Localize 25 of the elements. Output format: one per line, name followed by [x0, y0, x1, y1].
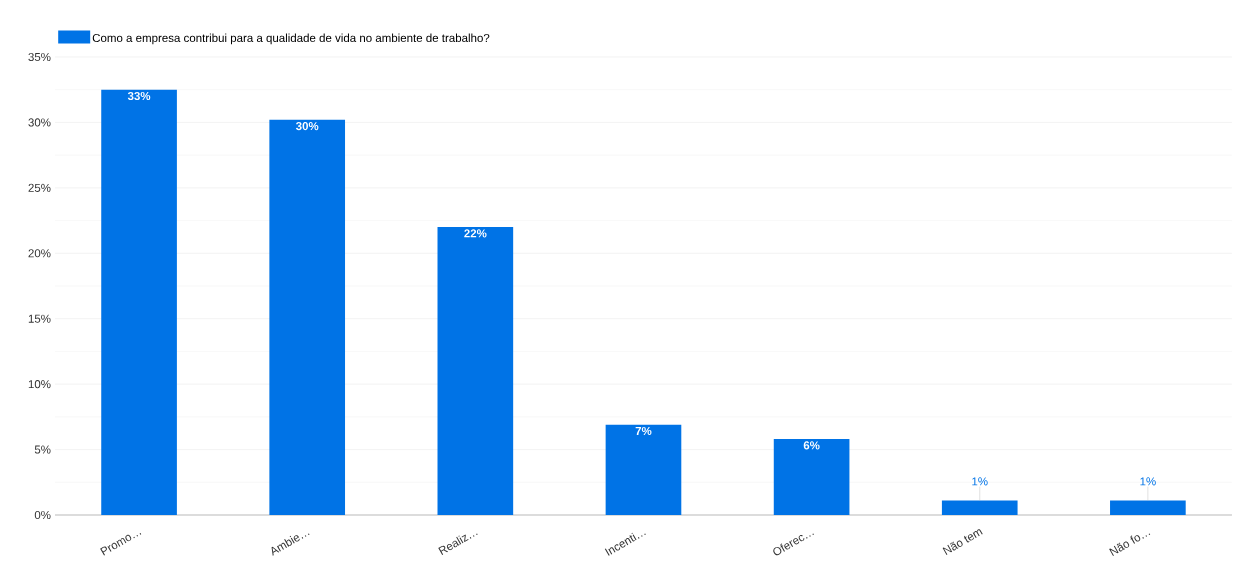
y-tick-label: 25%: [28, 183, 51, 192]
bar: [773, 439, 850, 515]
data-label: 1%: [972, 477, 988, 486]
bar: [605, 424, 682, 515]
legend-label: Como a empresa contribui para a qualidade de vida no ambiente de trabalho?: [92, 33, 490, 45]
data-label: 6%: [803, 441, 820, 450]
y-tick-label: 15%: [28, 314, 51, 323]
data-label: 1%: [1140, 477, 1156, 486]
data-label: 22%: [464, 229, 487, 238]
data-label: 30%: [295, 122, 319, 131]
y-tick-label: 10%: [28, 380, 51, 389]
x-tick-label: Não fo…: [1109, 533, 1151, 556]
y-tick-label: 0%: [34, 510, 51, 520]
data-label: 33%: [127, 91, 151, 101]
x-tick-label: Não tem: [942, 529, 983, 555]
bar: [1110, 500, 1186, 515]
y-tick-label: 20%: [28, 249, 51, 258]
data-label: 7%: [635, 426, 652, 435]
bar: [101, 89, 177, 515]
bar: [941, 500, 1018, 515]
y-tick-label: 30%: [28, 118, 51, 127]
y-tick-label: 5%: [34, 445, 51, 454]
bar: [269, 119, 346, 515]
y-tick-label: 35%: [28, 52, 51, 62]
bar: [437, 227, 514, 515]
